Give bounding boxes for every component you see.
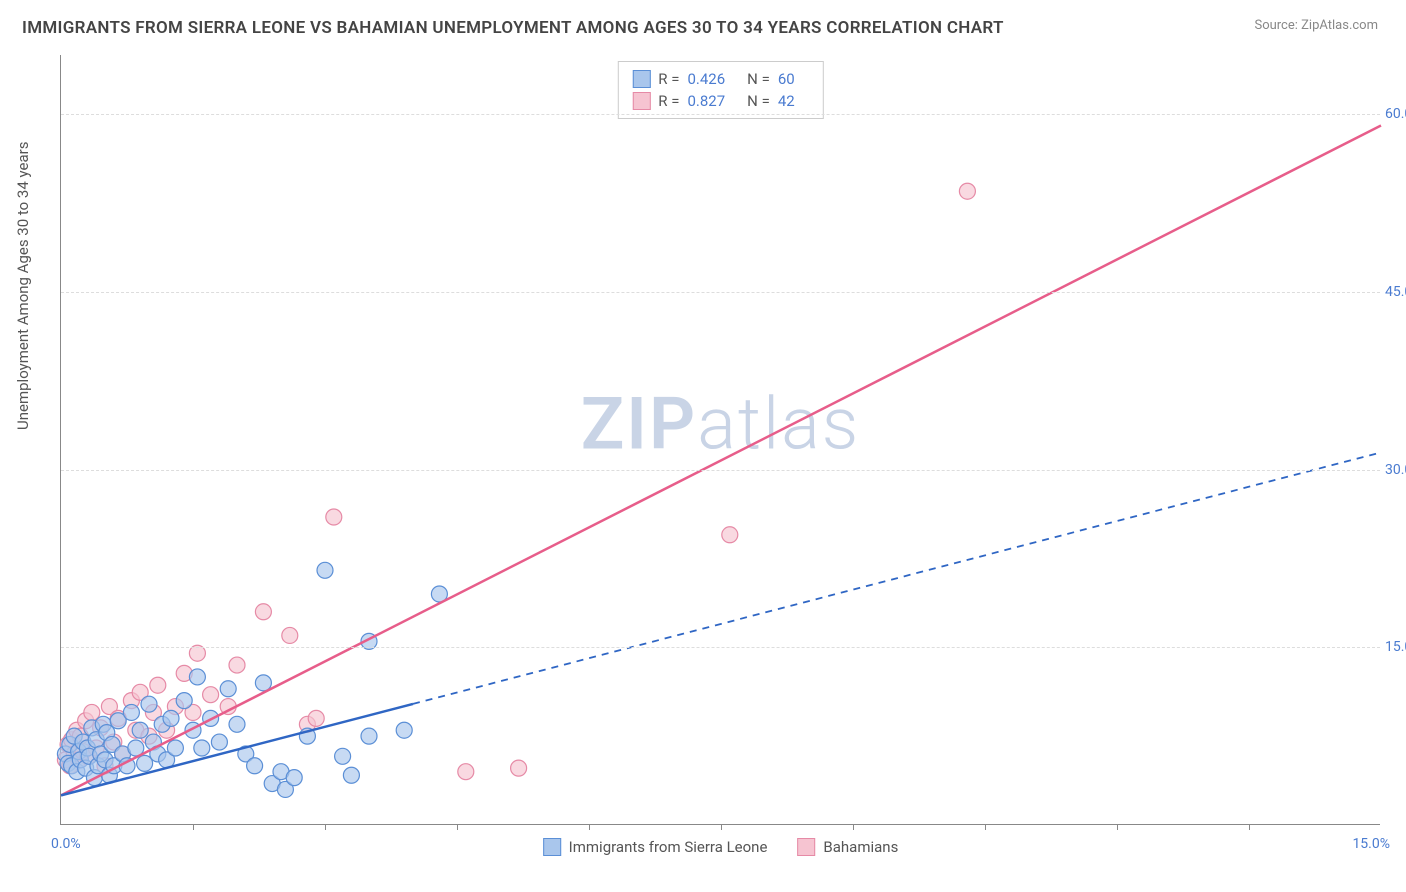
data-point-sierra-leone bbox=[176, 693, 192, 709]
swatch-series-a bbox=[543, 838, 561, 856]
data-point-bahamians bbox=[203, 687, 219, 703]
data-point-bahamians bbox=[150, 677, 166, 693]
data-point-sierra-leone bbox=[317, 562, 333, 578]
gridline bbox=[61, 114, 1380, 115]
chart-title: IMMIGRANTS FROM SIERRA LEONE VS BAHAMIAN… bbox=[22, 18, 1004, 38]
legend-item-series-a: Immigrants from Sierra Leone bbox=[543, 838, 768, 856]
data-point-sierra-leone bbox=[396, 722, 412, 738]
plot-area: ZIPatlas R = 0.426 N = 60 R = 0.827 N = … bbox=[60, 55, 1380, 825]
gridline bbox=[61, 647, 1380, 648]
data-point-bahamians bbox=[511, 760, 527, 776]
data-point-sierra-leone bbox=[194, 740, 210, 756]
y-axis-label: Unemployment Among Ages 30 to 34 years bbox=[14, 142, 32, 430]
data-point-bahamians bbox=[722, 527, 738, 543]
y-tick-label: 45.0% bbox=[1385, 284, 1406, 300]
r-value-b: 0.827 bbox=[687, 92, 725, 110]
data-point-bahamians bbox=[308, 710, 324, 726]
data-point-bahamians bbox=[282, 627, 298, 643]
trend-line bbox=[61, 125, 1381, 795]
y-tick-label: 60.0% bbox=[1385, 106, 1406, 122]
n-value-a: 60 bbox=[778, 70, 795, 88]
n-label: N = bbox=[747, 70, 770, 88]
gridline bbox=[61, 292, 1380, 293]
swatch-series-a bbox=[632, 70, 650, 88]
trend-line-dashed bbox=[413, 452, 1381, 703]
data-point-sierra-leone bbox=[335, 748, 351, 764]
n-label: N = bbox=[747, 92, 770, 110]
gridline bbox=[61, 470, 1380, 471]
y-tick-label: 30.0% bbox=[1385, 462, 1406, 478]
chart-svg bbox=[61, 55, 1380, 824]
x-tick-mark bbox=[1117, 824, 1118, 830]
data-point-bahamians bbox=[229, 657, 245, 673]
data-point-sierra-leone bbox=[141, 696, 157, 712]
series-b-name: Bahamians bbox=[823, 838, 898, 856]
r-label: R = bbox=[658, 92, 679, 110]
series-legend: Immigrants from Sierra Leone Bahamians bbox=[543, 838, 899, 856]
x-tick-mark bbox=[325, 824, 326, 830]
legend-item-series-b: Bahamians bbox=[797, 838, 898, 856]
r-label: R = bbox=[658, 70, 679, 88]
legend-row-series-b: R = 0.827 N = 42 bbox=[632, 90, 808, 112]
swatch-series-b bbox=[797, 838, 815, 856]
data-point-sierra-leone bbox=[167, 740, 183, 756]
x-tick-mark bbox=[589, 824, 590, 830]
x-tick-mark bbox=[457, 824, 458, 830]
data-point-sierra-leone bbox=[286, 770, 302, 786]
x-tick-origin: 0.0% bbox=[51, 836, 81, 852]
x-tick-end: 15.0% bbox=[1352, 836, 1390, 852]
data-point-bahamians bbox=[326, 509, 342, 525]
data-point-sierra-leone bbox=[163, 710, 179, 726]
r-value-a: 0.426 bbox=[687, 70, 725, 88]
data-point-sierra-leone bbox=[123, 704, 139, 720]
data-point-sierra-leone bbox=[220, 681, 236, 697]
x-tick-mark bbox=[193, 824, 194, 830]
swatch-series-b bbox=[632, 92, 650, 110]
data-point-sierra-leone bbox=[189, 669, 205, 685]
x-tick-mark bbox=[985, 824, 986, 830]
source-attribution: Source: ZipAtlas.com bbox=[1254, 18, 1378, 33]
x-tick-mark bbox=[721, 824, 722, 830]
x-tick-mark bbox=[853, 824, 854, 830]
data-point-bahamians bbox=[255, 604, 271, 620]
x-tick-mark bbox=[1249, 824, 1250, 830]
legend-row-series-a: R = 0.426 N = 60 bbox=[632, 68, 808, 90]
data-point-sierra-leone bbox=[361, 728, 377, 744]
data-point-bahamians bbox=[458, 764, 474, 780]
y-tick-label: 15.0% bbox=[1385, 639, 1406, 655]
data-point-sierra-leone bbox=[132, 722, 148, 738]
data-point-sierra-leone bbox=[211, 734, 227, 750]
data-point-sierra-leone bbox=[247, 758, 263, 774]
n-value-b: 42 bbox=[778, 92, 795, 110]
data-point-sierra-leone bbox=[229, 716, 245, 732]
series-a-name: Immigrants from Sierra Leone bbox=[569, 838, 768, 856]
correlation-legend: R = 0.426 N = 60 R = 0.827 N = 42 bbox=[617, 61, 823, 119]
data-point-bahamians bbox=[959, 183, 975, 199]
data-point-sierra-leone bbox=[343, 767, 359, 783]
